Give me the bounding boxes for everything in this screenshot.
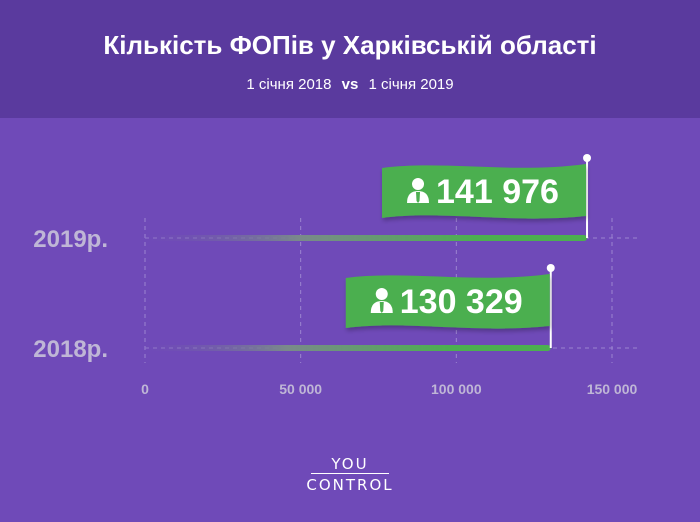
value-label: 141 976: [436, 173, 559, 211]
ticks-layer: 0 50 000 100 000 150 000 2019р. 2018р.: [33, 226, 637, 397]
value-label: 130 329: [400, 283, 523, 321]
category-label: 2018р.: [33, 336, 108, 363]
person-icon: [370, 288, 393, 313]
value-flag: [382, 164, 587, 219]
logo-line-2: CONTROL: [306, 476, 394, 494]
x-tick-label: 0: [141, 381, 149, 397]
logo-rule: [311, 473, 389, 474]
bar-chart: 141 976 130 329 0 50 000 100 000 150 000 2019…: [33, 154, 640, 397]
header-band: [0, 0, 700, 118]
page-subtitle: 1 січня 2018 vs 1 січня 2019: [0, 76, 700, 93]
date-from: 1 січня 2018: [246, 76, 332, 93]
value-flag: [345, 274, 550, 329]
x-tick-label: 50 000: [279, 381, 322, 397]
x-tick-label: 100 000: [431, 381, 482, 397]
date-to: 1 січня 2019: [368, 76, 454, 93]
youcontrol-logo: YOU CONTROL: [290, 456, 410, 493]
flag-pole-knob: [583, 154, 592, 162]
page-title: Кількість ФОПів у Харківській області: [103, 30, 597, 60]
vs-label: vs: [341, 76, 359, 93]
person-icon: [407, 178, 430, 203]
bars-layer: 141 976 130 329: [145, 154, 592, 351]
category-label: 2019р.: [33, 226, 108, 253]
flag-pole-knob: [546, 264, 555, 272]
bar: [145, 235, 588, 241]
bar: [145, 345, 551, 351]
logo-line-1: YOU: [331, 455, 369, 473]
x-tick-label: 150 000: [587, 381, 638, 397]
